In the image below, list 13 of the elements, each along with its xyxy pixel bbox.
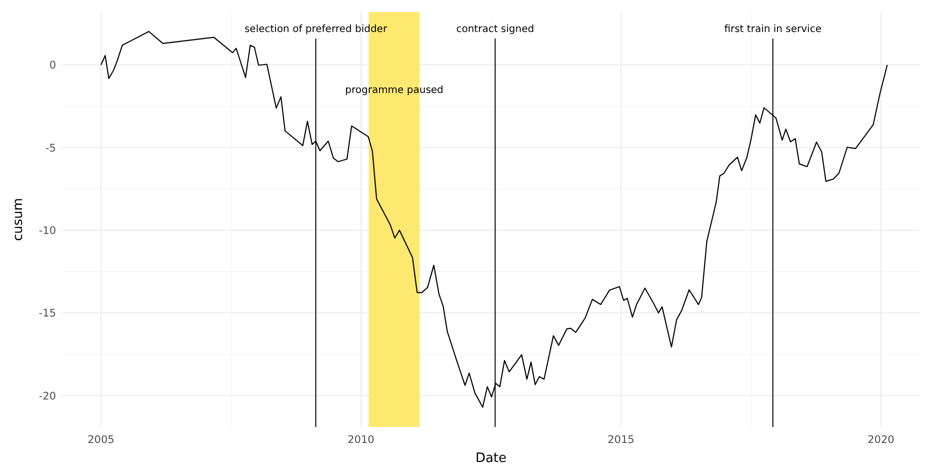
y-tick-label: -15: [38, 308, 56, 320]
ref-line-label: contract signed: [456, 24, 534, 35]
y-tick-label: -10: [38, 224, 56, 237]
ref-line-label: first train in service: [724, 24, 822, 35]
x-tick-label: 2015: [608, 434, 634, 446]
x-tick-label: 2005: [88, 434, 114, 446]
x-axis-title: Date: [475, 451, 507, 466]
x-tick-label: 2010: [348, 434, 374, 446]
x-tick-label: 2020: [868, 434, 894, 446]
y-tick-label: -20: [38, 390, 56, 402]
y-tick-label: 0: [49, 60, 56, 72]
y-tick-label: -5: [46, 142, 56, 154]
y-axis-title: cusum: [11, 198, 26, 242]
